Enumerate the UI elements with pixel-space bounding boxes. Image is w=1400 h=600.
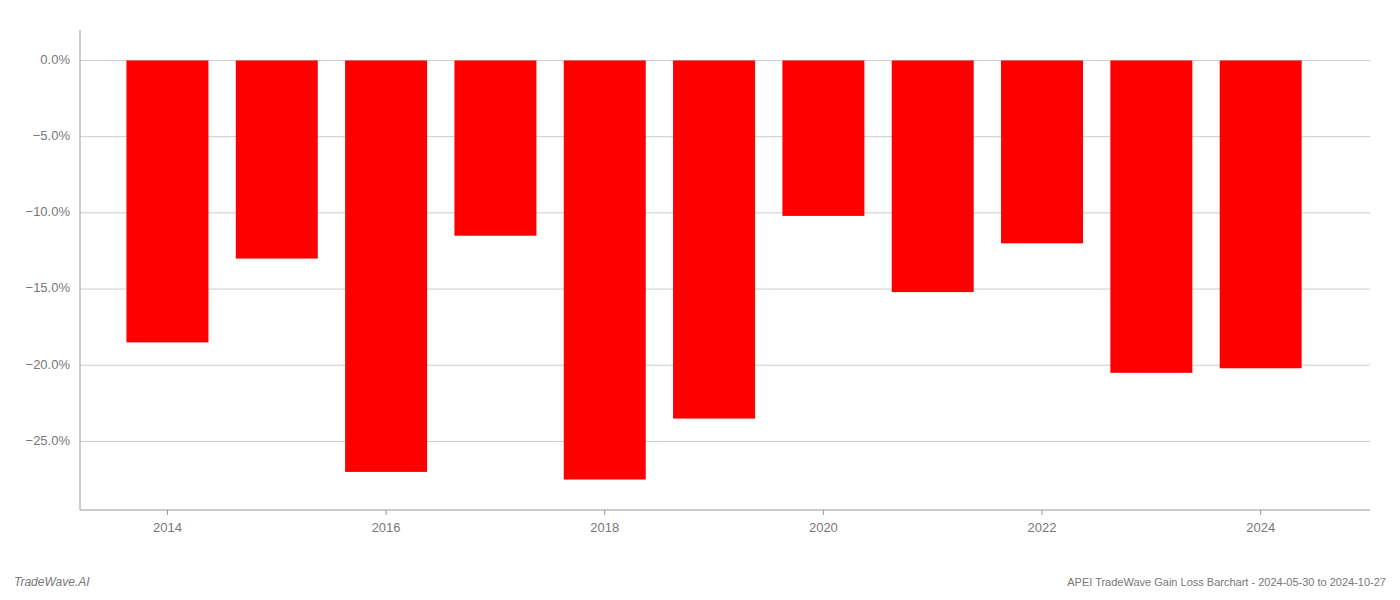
bar [1110,60,1192,372]
chart: 0.0%−5.0%−10.0%−15.0%−20.0%−25.0%2014201… [0,0,1400,600]
bar [1001,60,1083,243]
y-tick-label: −10.0% [26,204,71,219]
footer-left: TradeWave.AI [14,575,90,589]
x-tick-label: 2014 [153,520,182,535]
x-tick-label: 2024 [1246,520,1275,535]
bar [236,60,318,258]
x-tick-label: 2020 [809,520,838,535]
x-tick [386,510,387,515]
x-tick [1042,510,1043,515]
grid [80,60,1370,441]
x-tick [604,510,605,515]
x-tick [823,510,824,515]
bar [454,60,536,235]
bar [345,60,427,471]
bars [126,60,1301,479]
x-tick-label: 2018 [590,520,619,535]
y-tick-label: −20.0% [26,357,71,372]
x-ticks: 2014 2016 2018 2020 2022 2024 [153,510,1275,535]
bar [126,60,208,342]
footer-right: APEI TradeWave Gain Loss Barchart - 2024… [1067,576,1386,588]
x-tick-label: 2016 [372,520,401,535]
y-tick-label: −5.0% [33,128,71,143]
x-tick [167,510,168,515]
bar [673,60,755,418]
y-ticks: 0.0% −5.0% −10.0% −15.0% −20.0% −25.0% [26,52,71,448]
x-tick-label: 2022 [1028,520,1057,535]
y-tick-label: 0.0% [40,52,70,67]
bar [782,60,864,215]
axes [80,30,1370,510]
bar [564,60,646,479]
x-axis-line [80,510,1370,511]
y-tick-label: −15.0% [26,280,71,295]
y-tick-label: −25.0% [26,433,71,448]
annotations: TradeWave.AI APEI TradeWave Gain Loss Bar… [14,575,1386,589]
bar [1220,60,1302,368]
x-tick [1260,510,1261,515]
grid-line [80,441,1370,442]
bar [892,60,974,292]
y-axis-line [80,30,81,510]
